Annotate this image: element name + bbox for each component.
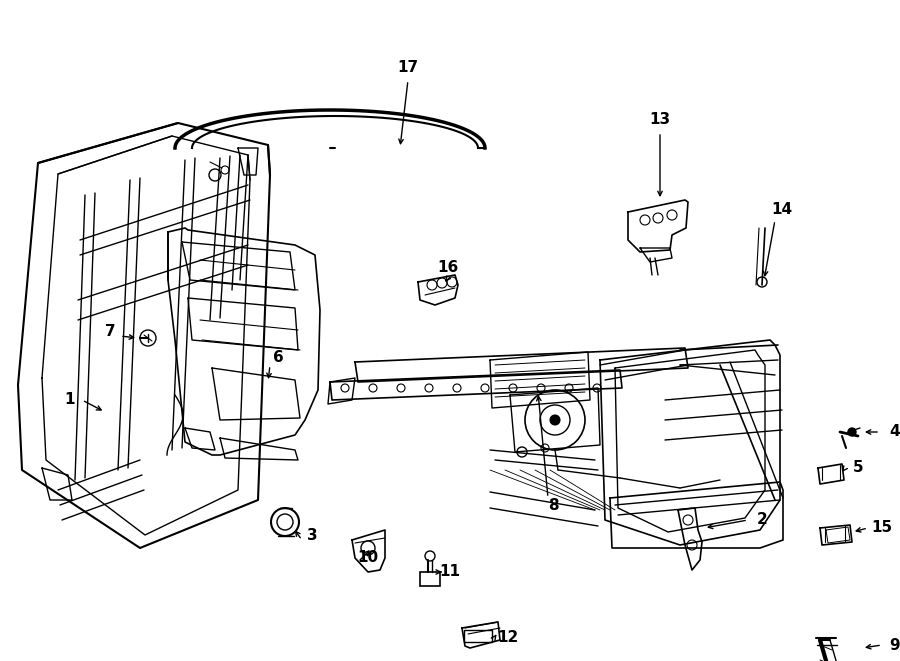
Text: 4: 4	[890, 424, 900, 440]
Text: 2: 2	[757, 512, 768, 527]
Text: 10: 10	[357, 551, 379, 566]
Text: 11: 11	[439, 564, 461, 580]
Text: 12: 12	[498, 631, 518, 646]
Text: 1: 1	[65, 393, 76, 407]
Bar	[464, 630, 492, 642]
Text: 3: 3	[307, 527, 318, 543]
Text: 13: 13	[650, 112, 670, 128]
Circle shape	[550, 415, 560, 425]
Text: 8: 8	[548, 498, 558, 512]
Bar	[420, 572, 440, 586]
Text: 5: 5	[852, 461, 863, 475]
Text: 7: 7	[104, 325, 115, 340]
Text: 15: 15	[871, 520, 893, 535]
Text: 6: 6	[273, 350, 284, 366]
Text: 14: 14	[771, 202, 793, 217]
Text: 16: 16	[437, 260, 459, 276]
Circle shape	[848, 428, 856, 436]
Text: 9: 9	[890, 637, 900, 652]
Text: 17: 17	[398, 61, 418, 75]
